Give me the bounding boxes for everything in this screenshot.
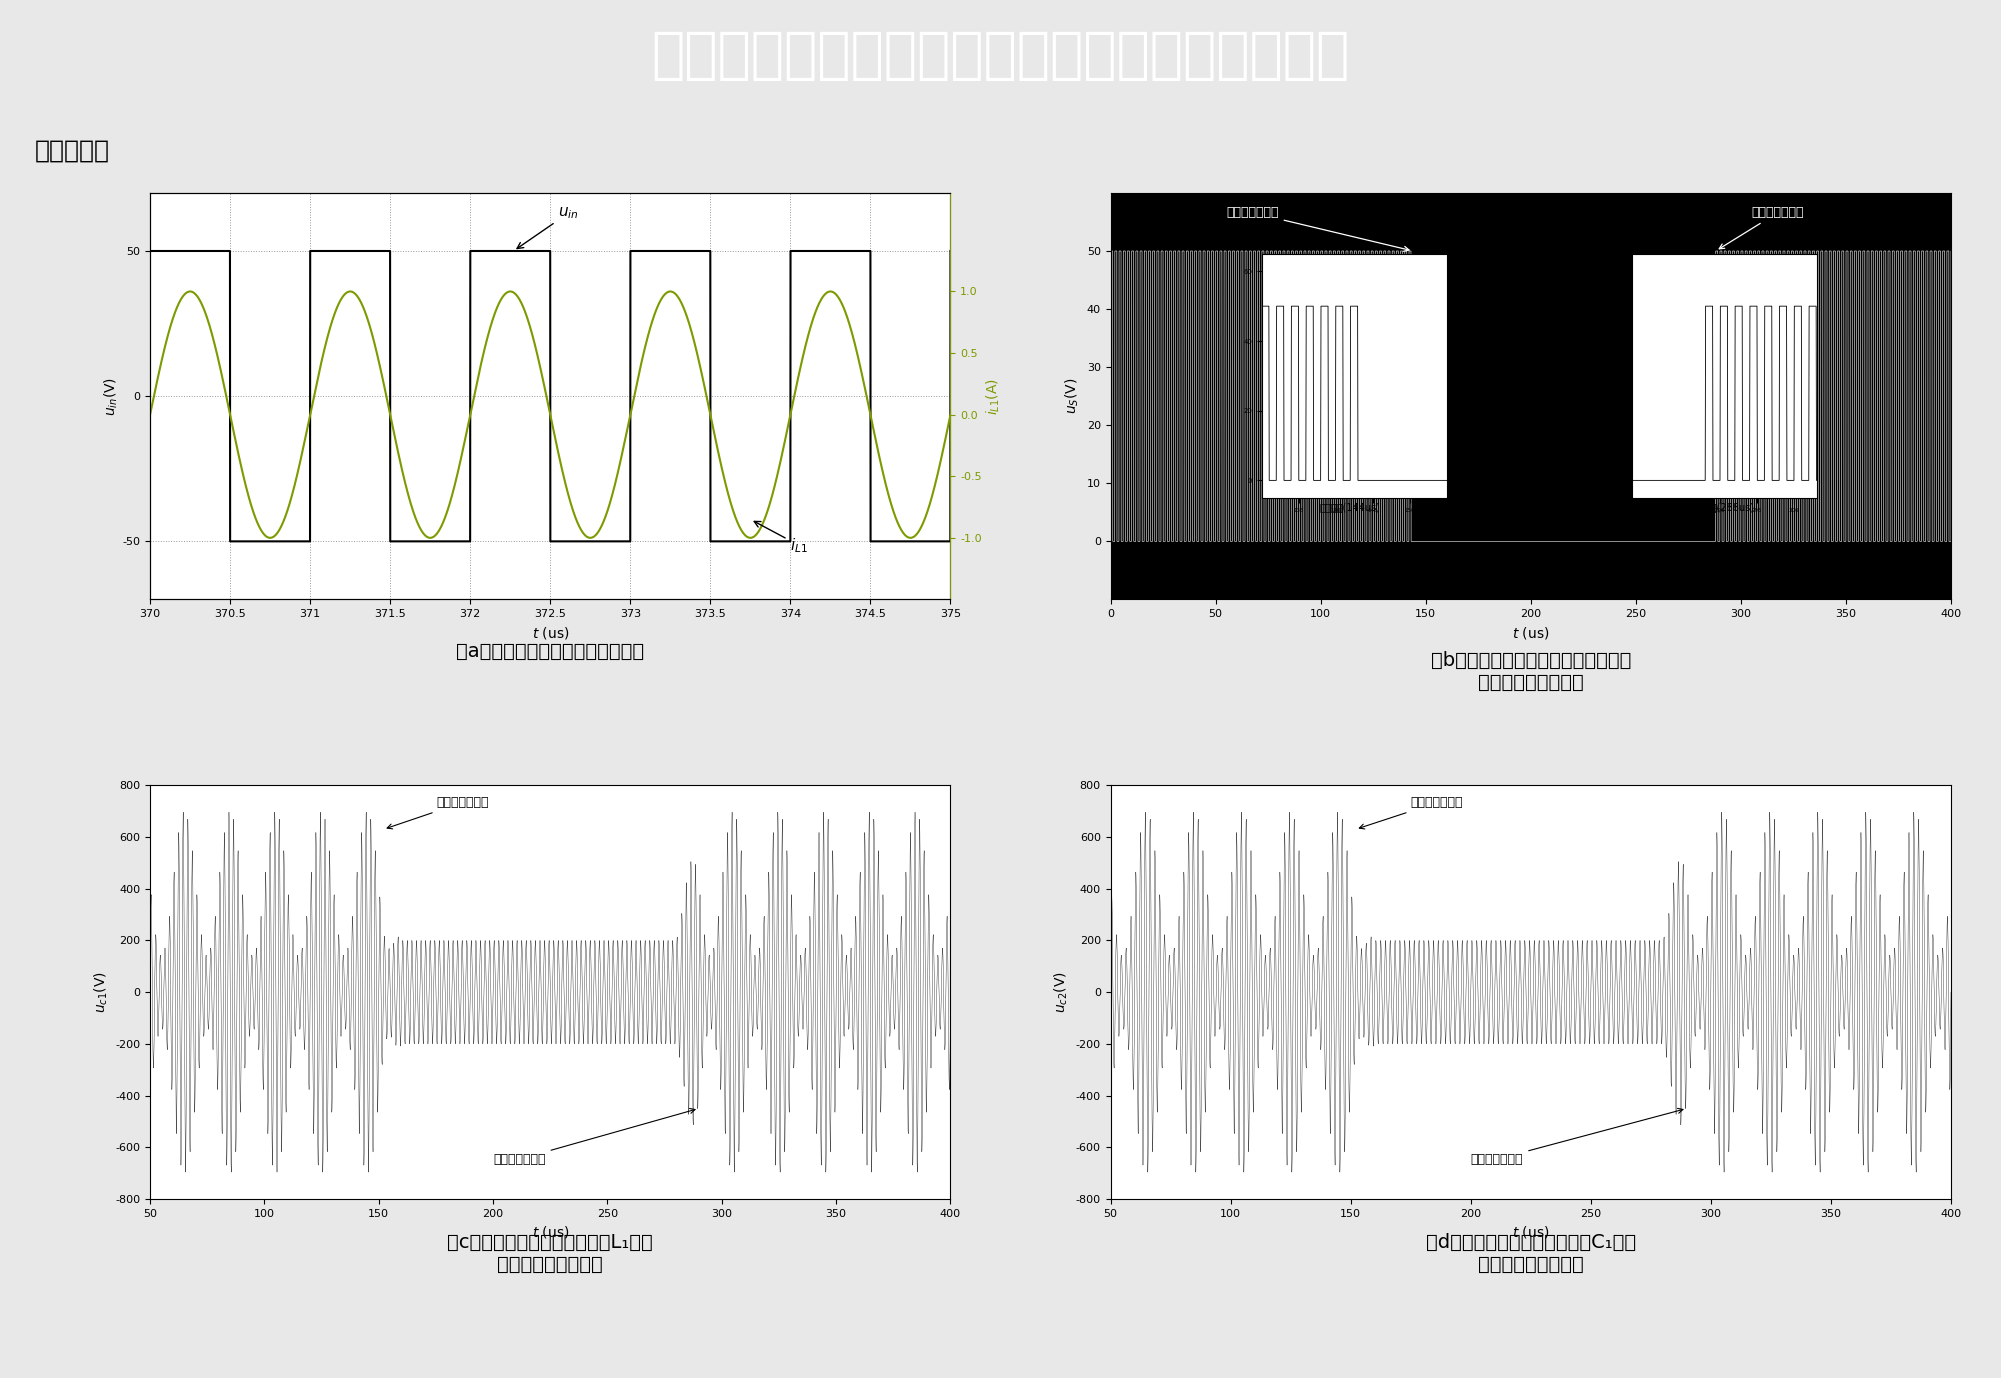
Y-axis label: $u_{c2}$(V): $u_{c2}$(V) [1053, 971, 1071, 1013]
Text: 移入时刻(288us): 移入时刻(288us) [1693, 502, 1755, 513]
Text: 电能接收端移入: 电能接收端移入 [1471, 1108, 1683, 1166]
Text: 仿真验证：: 仿真验证： [36, 139, 110, 163]
Text: （d）拾取端移入和移除时电容C₁电压
的瞬态响应仿真波形: （d）拾取端移入和移除时电容C₁电压 的瞬态响应仿真波形 [1425, 1233, 1637, 1273]
Text: （b）拾取端移入和移除时开关管电压
的瞬态响应仿真波形: （b）拾取端移入和移除时开关管电压 的瞬态响应仿真波形 [1431, 652, 1631, 692]
Text: （c）拾取端移入和移除时电感L₁电压
的瞬态响应仿真波形: （c）拾取端移入和移除时电感L₁电压 的瞬态响应仿真波形 [448, 1233, 652, 1273]
Text: （a）逆变输出电压和电流仿真波形: （a）逆变输出电压和电流仿真波形 [456, 642, 644, 660]
Text: 电能接收端移除: 电能接收端移除 [1227, 207, 1409, 251]
Y-axis label: $i_{L1}$(A): $i_{L1}$(A) [984, 378, 1003, 415]
Text: $i_{L1}$: $i_{L1}$ [754, 521, 808, 555]
Text: 移除时刻(144us): 移除时刻(144us) [1319, 502, 1381, 513]
Text: 电能接收端移除: 电能接收端移除 [386, 796, 488, 828]
Text: 电能接收端移入: 电能接收端移入 [492, 1108, 694, 1166]
Y-axis label: $u_S$(V): $u_S$(V) [1065, 378, 1081, 415]
Text: 电能接收端移入: 电能接收端移入 [1719, 207, 1803, 249]
X-axis label: $t$ (us): $t$ (us) [532, 1224, 568, 1240]
Text: 研究成果三：移动设备的电场耦合无线供电技术: 研究成果三：移动设备的电场耦合无线供电技术 [652, 29, 1349, 84]
Y-axis label: $u_{c1}$(V): $u_{c1}$(V) [92, 971, 110, 1013]
X-axis label: $t$ (us): $t$ (us) [532, 624, 568, 641]
Text: $u_{in}$: $u_{in}$ [516, 205, 578, 248]
Text: 电能接收端移除: 电能接收端移除 [1359, 796, 1463, 830]
X-axis label: $t$ (us): $t$ (us) [1513, 624, 1549, 641]
X-axis label: $t$ (us): $t$ (us) [1513, 1224, 1549, 1240]
Y-axis label: $u_{in}$(V): $u_{in}$(V) [102, 376, 120, 416]
